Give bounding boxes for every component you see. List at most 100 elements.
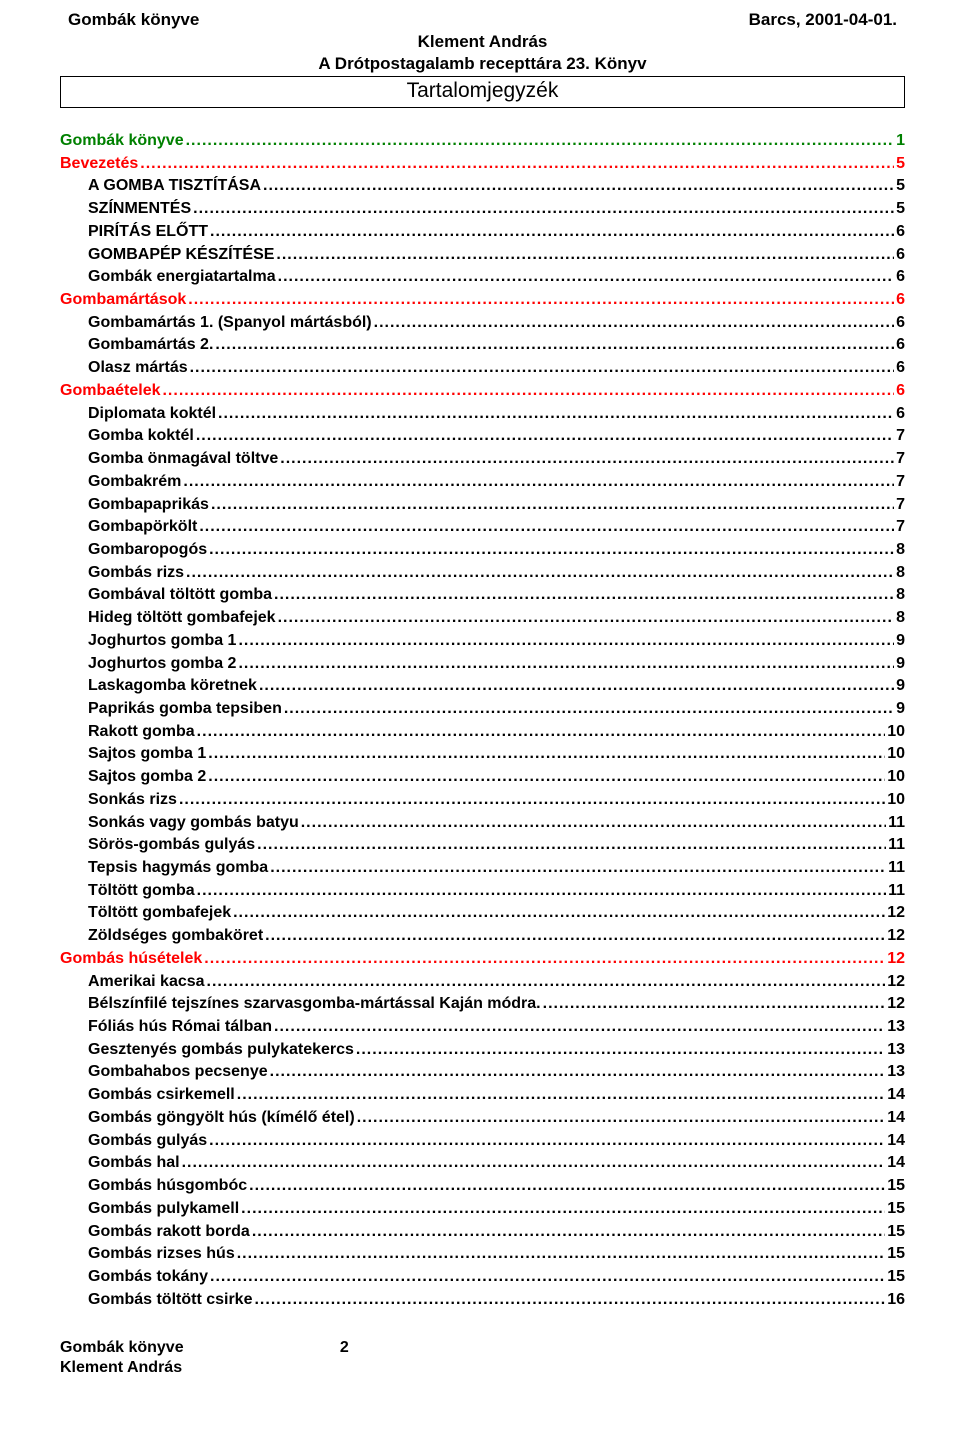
toc-row: Gombás rizses hús15 (60, 1243, 905, 1266)
toc-leader-dots (193, 198, 894, 221)
toc-label: Gombás tokány (88, 1266, 210, 1289)
toc-page-number: 7 (894, 494, 905, 517)
toc-label: Olasz mártás (88, 357, 190, 380)
toc-label: Sörös-gombás gulyás (88, 834, 257, 857)
toc-row: Gombaételek6 (60, 380, 905, 403)
toc-page-number: 8 (894, 562, 905, 585)
toc-label: A GOMBA TISZTÍTÁSA (88, 175, 263, 198)
toc-row: Gomba önmagával töltve7 (60, 448, 905, 471)
toc-row: Töltött gombafejek 12 (60, 902, 905, 925)
toc-page-number: 12 (885, 902, 905, 925)
toc-row: Gombamártás 1. (Spanyol mártásból)6 (60, 312, 905, 335)
toc-leader-dots (162, 380, 894, 403)
toc-row: Gombás göngyölt hús (kímélő étel)14 (60, 1107, 905, 1130)
toc-page-number: 12 (885, 948, 905, 971)
toc-leader-dots (270, 1061, 886, 1084)
toc-label: Sajtos gomba 2 (88, 766, 208, 789)
toc-row: Olasz mártás6 (60, 357, 905, 380)
toc-page-number: 12 (885, 925, 905, 948)
toc-leader-dots (241, 1198, 885, 1221)
toc-leader-dots (183, 471, 894, 494)
footer-page-number: 2 (340, 1339, 349, 1357)
toc-label: Paprikás gomba tepsiben (88, 698, 284, 721)
toc-label: Gombás húsgombóc (88, 1175, 249, 1198)
header-author: Klement András (60, 32, 905, 52)
toc-page-number: 11 (886, 834, 905, 857)
toc-label: PIRÍTÁS ELŐTT (88, 221, 210, 244)
toc-row: Amerikai kacsa12 (60, 971, 905, 994)
toc-row: Gombás pulykamell15 (60, 1198, 905, 1221)
toc-row: A GOMBA TISZTÍTÁSA5 (60, 175, 905, 198)
toc-row: Gesztenyés gombás pulykatekercs13 (60, 1039, 905, 1062)
toc-label: Bevezetés (60, 153, 140, 176)
toc-leader-dots (263, 175, 894, 198)
toc-row: Diplomata koktél 6 (60, 403, 905, 426)
toc-leader-dots (186, 130, 894, 153)
toc-page-number: 10 (885, 789, 905, 812)
toc-label: Joghurtos gomba 1 (88, 630, 238, 653)
toc-page-number: 9 (894, 698, 905, 721)
header-subtitle: A Drótpostagalamb recepttára 23. Könyv (60, 54, 905, 74)
toc-label: Gombás hal (88, 1152, 182, 1175)
toc-label: Gomba önmagával töltve (88, 448, 280, 471)
toc-page-number: 5 (894, 153, 905, 176)
toc-page-number: 6 (894, 266, 905, 289)
toc-page-number: 6 (894, 334, 905, 357)
toc-page-number: 5 (894, 198, 905, 221)
toc-page-number: 12 (885, 993, 905, 1016)
toc-page-number: 13 (885, 1061, 905, 1084)
toc-label: GOMBAPÉP KÉSZÍTÉSE (88, 244, 276, 267)
toc-page-number: 7 (894, 471, 905, 494)
toc-page-number: 6 (894, 312, 905, 335)
toc-label: Gombaropogós (88, 539, 209, 562)
toc-page-number: 10 (885, 766, 905, 789)
toc-row: Sajtos gomba 110 (60, 743, 905, 766)
toc-row: Gombás rizs8 (60, 562, 905, 585)
toc-leader-dots (238, 653, 894, 676)
toc-page-number: 6 (894, 244, 905, 267)
toc-label: Gombapaprikás (88, 494, 211, 517)
toc-page-number: 6 (894, 403, 905, 426)
toc-leader-dots (259, 675, 894, 698)
toc-row: Rakott gomba 10 (60, 721, 905, 744)
toc-row: Bélszínfilé tejszínes szarvasgomba-mártá… (60, 993, 905, 1016)
toc-leader-dots (254, 1289, 885, 1312)
toc-leader-dots (209, 1130, 885, 1153)
toc-leader-dots (210, 1266, 885, 1289)
toc-leader-dots (274, 584, 894, 607)
toc-label: Gombás rakott borda (88, 1221, 252, 1244)
toc-leader-dots (237, 1243, 885, 1266)
toc-page-number: 11 (886, 880, 905, 903)
toc-leader-dots (179, 789, 885, 812)
toc-label: Rakott gomba (88, 721, 197, 744)
toc-row: Gombás töltött csirke16 (60, 1289, 905, 1312)
toc-page-number: 14 (885, 1107, 905, 1130)
toc-row: Laskagomba köretnek9 (60, 675, 905, 698)
toc-page-number: 10 (885, 721, 905, 744)
toc-leader-dots (197, 721, 886, 744)
toc-row: Hideg töltött gombafejek8 (60, 607, 905, 630)
toc-leader-dots (215, 334, 894, 357)
toc-label: Gesztenyés gombás pulykatekercs (88, 1039, 356, 1062)
toc-leader-dots (278, 607, 895, 630)
toc-label: Gomba koktél (88, 425, 196, 448)
toc-page-number: 11 (886, 812, 905, 835)
toc-page-number: 15 (885, 1266, 905, 1289)
toc-leader-dots (374, 312, 894, 335)
toc-label: Sonkás rizs (88, 789, 179, 812)
toc-page-number: 14 (885, 1130, 905, 1153)
toc-page-number: 14 (885, 1084, 905, 1107)
toc-row: Töltött gomba11 (60, 880, 905, 903)
toc-page-number: 7 (894, 425, 905, 448)
toc-label: Sajtos gomba 1 (88, 743, 208, 766)
toc-row: Gombás hal14 (60, 1152, 905, 1175)
toc-page-number: 8 (894, 539, 905, 562)
toc-row: Paprikás gomba tepsiben 9 (60, 698, 905, 721)
toc-label: Diplomata koktél (88, 403, 218, 426)
toc-label: Töltött gombafejek (88, 902, 233, 925)
toc-row: Gombás tokány 15 (60, 1266, 905, 1289)
toc-page-number: 15 (885, 1243, 905, 1266)
toc-leader-dots (210, 221, 894, 244)
toc-page-number: 13 (885, 1016, 905, 1039)
toc-row: Gombás rakott borda15 (60, 1221, 905, 1244)
